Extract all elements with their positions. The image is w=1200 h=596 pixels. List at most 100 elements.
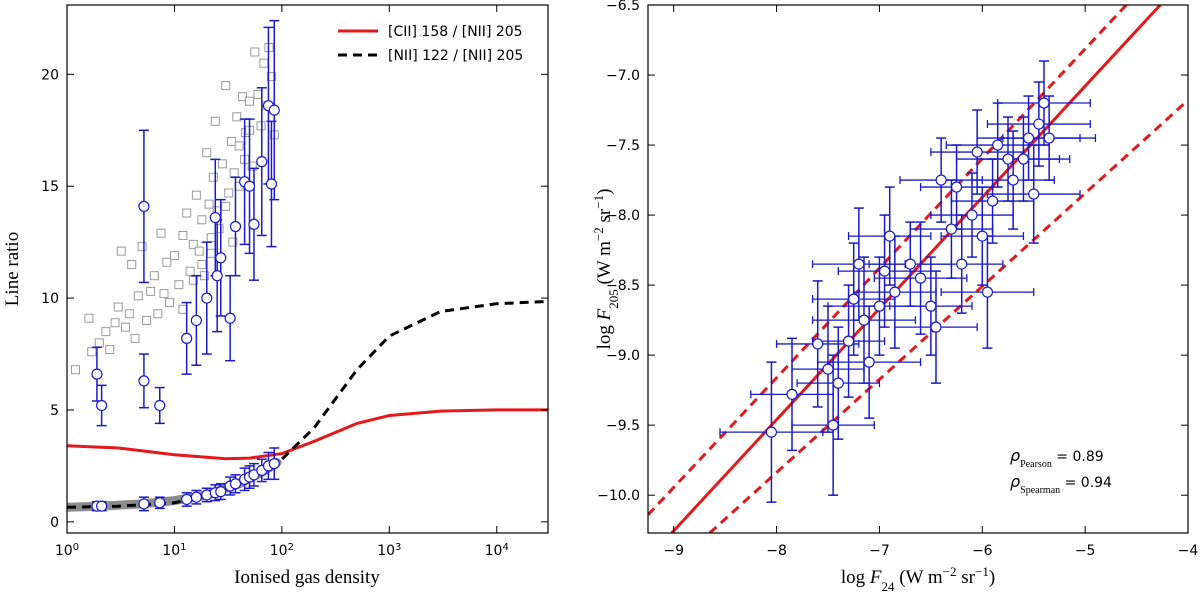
circle-point (154, 399, 166, 412)
legend-label: [CII] 158 / [NII] 205 (388, 24, 523, 40)
square-point (105, 345, 115, 355)
circle-point (201, 292, 213, 304)
square-point (194, 246, 204, 256)
circle-point (863, 356, 875, 368)
y-tick-label: −8.0 (606, 208, 640, 224)
x-axis-label-part: Ionised gas density (234, 567, 380, 588)
circle-point (181, 493, 193, 506)
circle-point (992, 139, 1004, 151)
y-axis-label-part: ) (594, 189, 615, 195)
square-point (202, 148, 212, 158)
square-point (169, 251, 179, 261)
y-axis-label: Line ratio (2, 232, 23, 306)
circle-point (190, 314, 202, 327)
circle-point (981, 286, 994, 298)
circle-point (1002, 153, 1014, 165)
square-point (113, 302, 123, 312)
y-tick-label: 5 (50, 403, 59, 419)
circle-point (925, 300, 937, 312)
tick-base: 10 (270, 543, 288, 559)
circle-point (976, 230, 988, 242)
y-axis-label-part: sr (594, 208, 615, 227)
square-point (174, 280, 184, 290)
axes-frame (647, 4, 1189, 534)
circle-point (827, 419, 839, 431)
circle-point (256, 156, 268, 168)
square-point (178, 304, 188, 314)
square-point (124, 309, 134, 319)
circle-point (878, 265, 891, 277)
square-point (182, 208, 192, 218)
annotation: ρSpearman = 0.94 (1010, 472, 1112, 496)
square-point (149, 271, 159, 281)
square-point (159, 289, 169, 299)
circle-point (1043, 132, 1055, 144)
circle-point (190, 491, 202, 503)
circle-point (812, 338, 824, 350)
y-tick-label: 10 (41, 291, 59, 307)
plot-area (648, 5, 1188, 533)
square-point (259, 58, 269, 68)
circle-point (1028, 188, 1040, 200)
square-point (197, 215, 207, 225)
circle-point (268, 104, 280, 116)
y-axis-label-part: 205 (606, 289, 621, 309)
square-point (71, 365, 81, 375)
x-axis-label-part: ) (989, 567, 995, 588)
square-point (84, 313, 94, 323)
square-point (185, 266, 195, 276)
y-tick-label: 20 (41, 67, 59, 83)
curve (67, 299, 548, 509)
circle-point (786, 388, 798, 400)
tick-base: 10 (162, 543, 180, 559)
x-tick-label: −4 (1178, 543, 1199, 559)
x-axis-label-part: log (841, 567, 870, 588)
circle-point (209, 211, 221, 224)
circle-point (268, 458, 280, 470)
annotation-text: = 0.89 (1052, 449, 1104, 465)
tick-base: 10 (377, 543, 395, 559)
circle-point (224, 312, 236, 324)
square-point (188, 239, 198, 249)
circle-point (1022, 132, 1035, 144)
curve (670, 5, 1162, 533)
circle-point (935, 174, 947, 186)
square-point (217, 159, 227, 169)
square-point (101, 327, 111, 337)
y-tick-label: −10.0 (597, 488, 640, 504)
square-point (204, 199, 214, 209)
circle-point (138, 498, 150, 510)
square-point (229, 168, 239, 178)
circle-point (930, 321, 942, 333)
x-axis-label-part: (W m (894, 567, 942, 588)
x-axis-label: log F24 (W m−2 sr−1) (841, 564, 995, 594)
square-point (87, 347, 97, 357)
x-tick-label: −5 (1075, 543, 1096, 559)
circle-point (853, 258, 865, 270)
x-axis-label-part: sr (957, 567, 976, 588)
curve (708, 99, 1188, 533)
curve (648, 5, 1128, 516)
square-point (232, 112, 242, 122)
square-point (253, 89, 263, 99)
square-point (137, 242, 147, 252)
square-point (234, 141, 244, 151)
annotation-sub: Spearman (1020, 485, 1060, 496)
square-point (208, 172, 218, 182)
circle-point (215, 486, 227, 498)
circle-point (248, 218, 260, 230)
circle-point (181, 332, 193, 344)
annotation-sub: Pearson (1020, 459, 1052, 470)
circle-point (914, 272, 927, 284)
circle-point (1017, 153, 1030, 165)
circle-point (945, 223, 958, 235)
square-point (206, 248, 216, 258)
tick-exp: 1 (180, 542, 186, 553)
x-tick-label: −9 (663, 543, 684, 559)
x-tick-label: 100 (55, 542, 79, 560)
circle-point (91, 368, 103, 380)
circle-point (211, 270, 223, 282)
circle-point (765, 426, 778, 438)
y-tick-label: −9.5 (606, 418, 640, 434)
circle-point (971, 146, 983, 158)
